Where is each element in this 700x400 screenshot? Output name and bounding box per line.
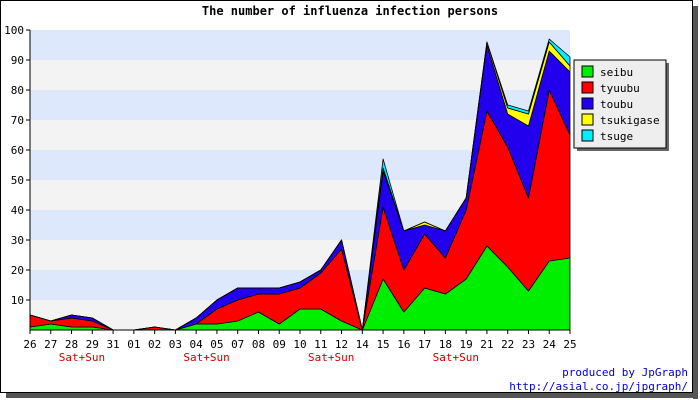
x-tick-label: 01 — [127, 338, 140, 351]
x-tick-label: 27 — [44, 338, 57, 351]
legend-label-tsukigase: tsukigase — [600, 114, 660, 127]
y-tick-label: 40 — [11, 204, 24, 217]
series-areas — [29, 38, 571, 331]
credit-line-2: http://asial.co.jp/jpgraph/ — [509, 380, 688, 393]
x-tick-label: 28 — [65, 338, 78, 351]
weekend-label: Sat+Sun — [59, 351, 105, 364]
x-tick-label: 29 — [86, 338, 99, 351]
legend-label-seibu: seibu — [600, 66, 633, 79]
y-tick-label: 100 — [4, 24, 24, 37]
chart-title: The number of influenza infection person… — [201, 4, 499, 18]
y-tick-label: 70 — [11, 114, 24, 127]
legend: seibu tyuubu toubu tsukigase tsuge — [573, 59, 669, 151]
y-tick-label: 60 — [11, 144, 24, 157]
x-tick-label: 23 — [522, 338, 535, 351]
x-tick-label: 12 — [335, 338, 348, 351]
x-tick-label: 11 — [314, 338, 327, 351]
y-tick-label: 80 — [11, 84, 24, 97]
x-tick-label: 03 — [169, 338, 182, 351]
x-tick-label: 21 — [480, 338, 493, 351]
x-tick-label: 07 — [231, 338, 244, 351]
x-tick-label: 24 — [543, 338, 557, 351]
frame-shadow-bottom — [6, 393, 698, 398]
y-tick-label: 90 — [11, 54, 24, 67]
y-tick-label: 20 — [11, 264, 24, 277]
axes: 10 20 30 40 50 60 70 80 90 100 26 27 28 29 31 01 02 03 04 0… — [4, 24, 577, 364]
y-tick-label: 10 — [11, 294, 24, 307]
x-tick-label: 22 — [501, 338, 514, 351]
y-tick-label: 30 — [11, 234, 24, 247]
legend-swatch-tsuge — [581, 129, 594, 142]
x-tick-label: 26 — [23, 338, 36, 351]
frame-shadow-right — [693, 6, 698, 399]
weekend-label: Sat+Sun — [433, 351, 479, 364]
legend-label-tyuubu: tyuubu — [600, 82, 640, 95]
x-tick-label: 18 — [439, 338, 452, 351]
x-tick-label: 17 — [418, 338, 431, 351]
x-tick-label: 09 — [273, 338, 286, 351]
grid-band — [30, 30, 570, 60]
x-tick-label: 14 — [356, 338, 370, 351]
weekend-label: Sat+Sun — [183, 351, 229, 364]
weekend-label: Sat+Sun — [308, 351, 354, 364]
series-area-tsuge — [29, 38, 571, 331]
x-tick-label: 15 — [376, 338, 389, 351]
x-tick-label: 31 — [106, 338, 119, 351]
x-tick-label: 25 — [563, 338, 576, 351]
legend-swatch-toubu — [581, 97, 594, 110]
legend-swatch-tsukigase — [581, 113, 594, 126]
x-tick-label: 19 — [460, 338, 473, 351]
credit-line-1: produced by JpGraph — [562, 366, 688, 379]
x-tick-label: 16 — [397, 338, 410, 351]
x-tick-label: 04 — [190, 338, 204, 351]
legend-label-tsuge: tsuge — [600, 130, 633, 143]
legend-swatch-tyuubu — [581, 81, 594, 94]
x-tick-label: 02 — [148, 338, 161, 351]
x-tick-label: 10 — [293, 338, 306, 351]
x-tick-label: 05 — [210, 338, 223, 351]
legend-swatch-seibu — [581, 65, 594, 78]
legend-label-toubu: toubu — [600, 98, 633, 111]
x-tick-label: 08 — [252, 338, 265, 351]
y-tick-label: 50 — [11, 174, 24, 187]
grid-band — [30, 60, 570, 90]
